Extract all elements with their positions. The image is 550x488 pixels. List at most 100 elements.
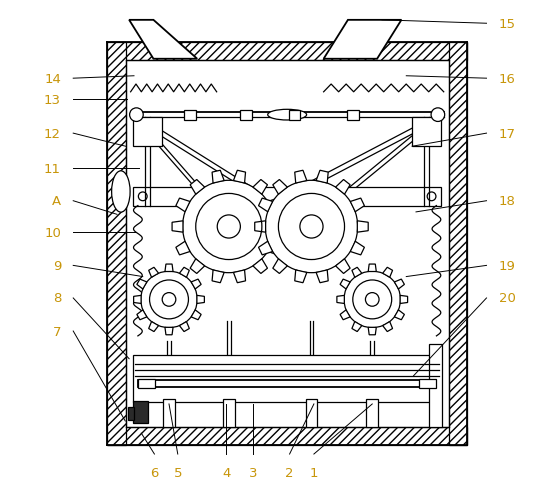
Polygon shape <box>165 264 173 272</box>
Polygon shape <box>394 280 404 289</box>
Polygon shape <box>258 242 273 255</box>
Polygon shape <box>295 270 307 283</box>
Bar <box>133 188 441 206</box>
Text: 11: 11 <box>44 163 61 175</box>
Polygon shape <box>268 199 282 212</box>
Polygon shape <box>179 322 189 332</box>
Polygon shape <box>352 322 362 332</box>
Polygon shape <box>253 180 267 195</box>
Polygon shape <box>336 180 350 195</box>
Bar <box>449 42 467 446</box>
Polygon shape <box>358 222 368 233</box>
Circle shape <box>130 109 143 122</box>
Polygon shape <box>383 268 393 278</box>
Polygon shape <box>337 296 344 304</box>
Circle shape <box>265 181 358 273</box>
Polygon shape <box>190 259 205 274</box>
Polygon shape <box>316 270 328 283</box>
Text: 18: 18 <box>499 195 515 208</box>
Bar <box>163 399 175 427</box>
Polygon shape <box>165 327 173 335</box>
Circle shape <box>141 272 197 328</box>
Polygon shape <box>253 259 267 274</box>
Bar <box>133 401 147 423</box>
Text: 13: 13 <box>44 93 61 106</box>
Polygon shape <box>148 268 158 278</box>
Bar <box>306 399 317 427</box>
Polygon shape <box>350 242 365 255</box>
Text: 19: 19 <box>499 259 515 272</box>
Polygon shape <box>191 280 201 289</box>
Text: 12: 12 <box>44 127 61 141</box>
Text: A: A <box>52 195 61 208</box>
Polygon shape <box>258 199 273 212</box>
Bar <box>133 356 441 402</box>
Polygon shape <box>148 322 158 332</box>
Bar <box>128 407 134 420</box>
Polygon shape <box>134 296 141 304</box>
Ellipse shape <box>112 171 130 213</box>
Text: 17: 17 <box>499 127 516 141</box>
Polygon shape <box>274 222 285 233</box>
Bar <box>412 117 441 146</box>
Text: 2: 2 <box>285 466 294 479</box>
Polygon shape <box>233 270 245 283</box>
Polygon shape <box>179 268 189 278</box>
Text: 20: 20 <box>499 292 515 305</box>
Bar <box>107 427 467 446</box>
Polygon shape <box>190 180 205 195</box>
Polygon shape <box>273 180 287 195</box>
Text: 3: 3 <box>249 466 257 479</box>
Polygon shape <box>383 322 393 332</box>
Polygon shape <box>368 264 376 272</box>
Bar <box>420 379 437 388</box>
Text: 4: 4 <box>222 466 230 479</box>
Polygon shape <box>273 259 287 274</box>
Bar <box>138 379 155 388</box>
Polygon shape <box>137 280 147 289</box>
Polygon shape <box>176 242 190 255</box>
Text: 6: 6 <box>150 466 158 479</box>
Polygon shape <box>352 268 362 278</box>
Text: 16: 16 <box>499 73 515 85</box>
Polygon shape <box>212 270 224 283</box>
Polygon shape <box>191 310 201 320</box>
Polygon shape <box>172 222 183 233</box>
Polygon shape <box>400 296 408 304</box>
Ellipse shape <box>268 110 306 121</box>
Bar <box>366 399 378 427</box>
Text: 8: 8 <box>53 292 61 305</box>
Bar <box>184 111 196 121</box>
Polygon shape <box>394 310 404 320</box>
Polygon shape <box>129 21 197 60</box>
Text: 15: 15 <box>499 18 516 31</box>
Bar <box>107 42 126 446</box>
Circle shape <box>183 181 275 273</box>
Polygon shape <box>255 222 266 233</box>
Polygon shape <box>137 310 147 320</box>
Polygon shape <box>340 280 350 289</box>
Text: 10: 10 <box>44 226 61 239</box>
Polygon shape <box>336 259 350 274</box>
Polygon shape <box>323 21 402 60</box>
Bar <box>138 380 437 387</box>
Circle shape <box>344 272 400 328</box>
Bar <box>107 42 467 61</box>
Polygon shape <box>368 327 376 335</box>
Text: 9: 9 <box>53 259 61 272</box>
Polygon shape <box>316 171 328 183</box>
Bar <box>240 111 252 121</box>
Text: 7: 7 <box>53 325 61 338</box>
Circle shape <box>431 109 445 122</box>
Polygon shape <box>295 171 307 183</box>
Bar <box>133 117 162 146</box>
Polygon shape <box>350 199 365 212</box>
Text: 1: 1 <box>310 466 318 479</box>
Polygon shape <box>212 171 224 183</box>
Polygon shape <box>340 310 350 320</box>
Text: 5: 5 <box>173 466 182 479</box>
Polygon shape <box>197 296 205 304</box>
Text: 14: 14 <box>44 73 61 85</box>
Polygon shape <box>176 199 190 212</box>
Bar <box>223 399 235 427</box>
